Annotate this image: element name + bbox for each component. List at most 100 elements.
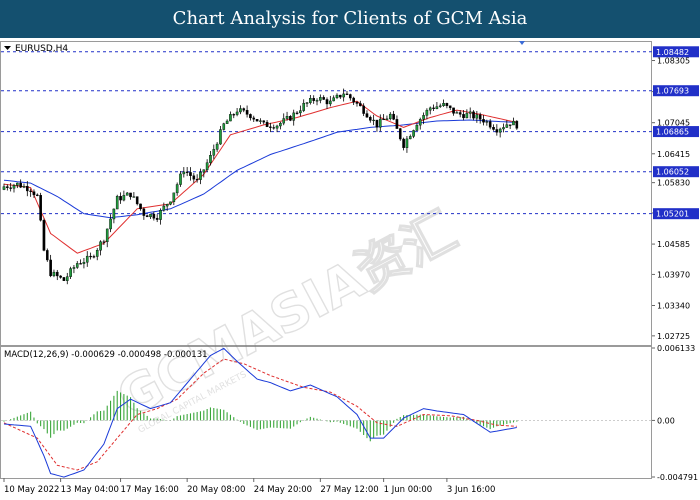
candle-body xyxy=(36,194,39,196)
candle-body xyxy=(252,117,256,120)
candle-body xyxy=(16,182,19,186)
candle xyxy=(129,192,132,200)
candle xyxy=(195,174,199,183)
candle-body xyxy=(335,94,339,98)
candle-body xyxy=(418,119,422,126)
candle-body xyxy=(32,191,36,196)
candle-body xyxy=(412,130,415,137)
candle xyxy=(265,120,269,128)
candle xyxy=(418,117,422,130)
candle xyxy=(462,110,465,121)
candle-body xyxy=(312,98,315,101)
candle xyxy=(345,90,349,95)
price-axis-label: 1.07045 xyxy=(657,119,690,128)
candle-body xyxy=(6,186,9,188)
moving-averages xyxy=(3,100,517,254)
candle-body xyxy=(472,111,475,119)
candle xyxy=(495,124,499,136)
candle-body xyxy=(285,116,289,119)
candle xyxy=(152,211,156,221)
candle xyxy=(212,144,216,160)
candle-body xyxy=(192,175,196,180)
candle xyxy=(428,106,432,115)
candle-body xyxy=(388,113,392,120)
candle xyxy=(49,254,52,278)
candle-body xyxy=(442,103,445,107)
symbol-label[interactable]: EURUSD,H4 xyxy=(4,44,68,54)
candle xyxy=(102,239,106,245)
candle xyxy=(279,121,282,130)
candle xyxy=(175,182,179,196)
candle-body xyxy=(59,275,62,278)
candle-body xyxy=(332,97,335,102)
candle-body xyxy=(195,178,199,181)
candle xyxy=(355,101,359,107)
candle xyxy=(39,192,42,222)
candle xyxy=(335,93,339,100)
candle xyxy=(172,192,176,206)
candle xyxy=(312,95,315,104)
macd-main-line xyxy=(3,347,517,478)
candle xyxy=(349,93,352,101)
macd-axis-label: 0.006133 xyxy=(657,344,695,353)
candle-body xyxy=(72,267,76,269)
macd-label: MACD(12,26,9) -0.000629 -0.000498 -0.000… xyxy=(4,350,208,360)
candle xyxy=(189,167,192,181)
candle-body xyxy=(229,114,232,122)
candle-body xyxy=(385,118,389,120)
candle xyxy=(255,119,259,122)
candle xyxy=(372,114,375,126)
candle-body xyxy=(382,118,385,121)
trading-chart[interactable]: GCMASIA资汇 GLOBAL CAPITAL MARKETS 1.08305… xyxy=(0,38,700,500)
candle-body xyxy=(179,173,182,185)
candle xyxy=(352,96,355,106)
candle-body xyxy=(369,117,372,121)
candle-body xyxy=(339,94,342,98)
candle xyxy=(12,183,16,193)
candle-body xyxy=(52,271,56,277)
dropdown-triangle-icon[interactable] xyxy=(4,46,11,50)
candle-body xyxy=(239,108,242,113)
chart-shift-icon[interactable] xyxy=(519,41,525,45)
price-pane-frame xyxy=(0,41,652,346)
candle xyxy=(232,113,236,119)
candle-body xyxy=(465,113,469,119)
candle xyxy=(458,110,462,118)
candle-body xyxy=(119,195,122,201)
candle xyxy=(2,183,6,191)
candle xyxy=(82,258,86,269)
candle xyxy=(375,119,379,132)
time-axis-label: 17 May 16:00 xyxy=(121,485,179,495)
candle-body xyxy=(485,121,489,123)
page-title: Chart Analysis for Clients of GCM Asia xyxy=(0,0,700,38)
candle-body xyxy=(99,241,102,251)
candle-body xyxy=(9,187,12,189)
candle-body xyxy=(145,215,149,218)
candle xyxy=(502,123,505,133)
level-badge-label: 1.07693 xyxy=(656,87,689,96)
candle-body xyxy=(172,192,176,203)
time-axis-label: 20 May 08:00 xyxy=(187,485,245,495)
candle xyxy=(412,129,415,139)
candle-body xyxy=(322,97,325,100)
price-axis-label: 1.04585 xyxy=(657,240,690,249)
candle-body xyxy=(458,112,462,115)
candle xyxy=(272,124,276,130)
candle-body xyxy=(22,185,26,188)
level-badge-label: 1.05201 xyxy=(656,210,689,219)
candle xyxy=(325,97,329,109)
candle xyxy=(45,248,49,262)
candle xyxy=(408,134,412,140)
candle-body xyxy=(398,128,402,140)
candle-body xyxy=(159,210,162,220)
candle xyxy=(402,137,405,151)
candle xyxy=(512,117,515,126)
candle xyxy=(249,113,252,121)
candle-body xyxy=(132,196,136,198)
candle-body xyxy=(309,98,312,103)
time-axis-label: 24 May 20:00 xyxy=(254,485,312,495)
candle-body xyxy=(262,120,266,123)
level-badge xyxy=(653,126,699,138)
candle-body xyxy=(219,129,222,145)
candle xyxy=(112,208,116,224)
